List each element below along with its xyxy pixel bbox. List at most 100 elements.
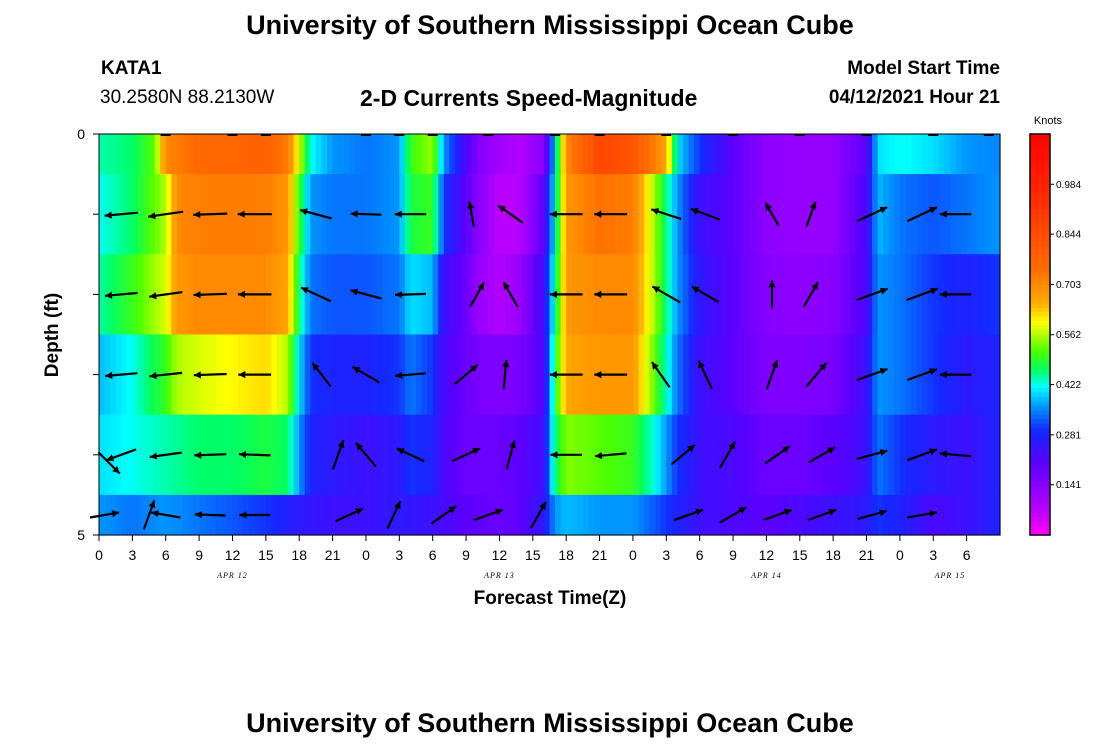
colorbar-segment: [1030, 183, 1050, 189]
heatmap-cell: [393, 134, 400, 175]
heatmap-cell: [699, 414, 706, 496]
heatmap-cell: [271, 254, 278, 336]
colorbar-segment: [1030, 285, 1050, 291]
heatmap-cell: [955, 494, 962, 536]
heatmap-cell: [799, 174, 806, 255]
colorbar-segment: [1030, 232, 1050, 238]
colorbar-segment: [1030, 436, 1050, 443]
heatmap-cell: [354, 134, 361, 175]
heatmap-cell: [449, 334, 456, 416]
heatmap-cell: [104, 134, 111, 175]
current-vector: [768, 280, 776, 309]
heatmap-cell: [760, 414, 768, 496]
current-vector: [497, 204, 524, 224]
x-tick-label: 9: [462, 547, 470, 563]
current-vector: [764, 202, 780, 227]
heatmap-cell: [899, 414, 907, 496]
heatmap-cell: [721, 174, 729, 255]
heatmap-cell: [388, 174, 395, 255]
x-tick-label: 12: [225, 547, 241, 563]
heatmap-cell: [187, 494, 195, 536]
heatmap-cell: [516, 494, 523, 536]
colorbar-segment: [1030, 134, 1050, 140]
heatmap-cell: [143, 254, 150, 336]
heatmap-cell: [710, 134, 717, 175]
colorbar-segment: [1030, 459, 1050, 465]
heatmap-cell: [137, 414, 145, 496]
heatmap-cell: [282, 174, 289, 255]
heatmap-cell: [988, 494, 996, 536]
x-tick-label: 3: [929, 547, 937, 563]
heatmap-cell: [677, 254, 684, 336]
heatmap-cell: [593, 494, 601, 536]
heatmap-cell: [671, 254, 679, 336]
heatmap-cell: [694, 174, 701, 255]
heatmap-cell: [365, 414, 373, 496]
x-tick-label: 18: [558, 547, 574, 563]
heatmap-cell: [299, 254, 306, 336]
heatmap-cell: [315, 494, 323, 536]
colorbar-segment: [1030, 512, 1050, 518]
heatmap-cell: [477, 254, 484, 336]
heatmap-cell: [543, 174, 551, 255]
date-label: APR 13: [483, 571, 515, 580]
heatmap-cell: [716, 254, 723, 336]
heatmap-cell: [694, 334, 701, 416]
heatmap-cell: [471, 134, 478, 175]
heatmap-cell: [488, 134, 495, 175]
heatmap-cell: [588, 494, 595, 536]
heatmap-cell: [721, 254, 729, 336]
x-tick-label: 9: [195, 547, 203, 563]
heatmap-cell: [671, 134, 679, 175]
heatmap-cell: [532, 134, 539, 175]
current-vector-head: [698, 360, 705, 369]
heatmap-cell: [655, 334, 662, 416]
heatmap-cell: [171, 174, 178, 255]
heatmap-cell: [454, 134, 462, 175]
heatmap-cell: [949, 494, 957, 536]
heatmap-cell: [794, 334, 801, 416]
heatmap-cell: [849, 334, 856, 416]
heatmap-cell: [232, 174, 239, 255]
heatmap-cell: [644, 414, 651, 496]
heatmap-cell: [705, 134, 712, 175]
x-tick-label: 0: [896, 547, 904, 563]
current-vector-head: [549, 290, 557, 298]
current-vector: [350, 210, 382, 218]
heatmap-cell: [271, 134, 278, 175]
heatmap-cell: [304, 494, 311, 536]
heatmap-cell: [849, 254, 856, 336]
colorbar-segment: [1030, 307, 1050, 313]
heatmap-cell: [822, 134, 829, 175]
heatmap-cell: [660, 414, 667, 496]
heatmap-cell: [860, 134, 868, 175]
heatmap-cell: [933, 134, 940, 175]
current-vector-head: [112, 466, 120, 474]
colorbar-segment: [1030, 356, 1050, 362]
plot-frame: [98, 133, 1001, 536]
heatmap-cell: [176, 134, 184, 175]
colorbar-segment: [1030, 263, 1050, 269]
heatmap-cell: [588, 414, 595, 496]
heatmap-cell: [627, 494, 634, 536]
heatmap-cell: [682, 254, 690, 336]
x-tick-label: 15: [792, 547, 808, 563]
page-title: University of Southern Mississippi Ocean…: [246, 10, 854, 40]
heatmap-cell: [182, 334, 189, 416]
heatmap-cell: [749, 494, 756, 536]
current-vector-head: [811, 282, 818, 290]
current-vector-head: [300, 208, 308, 216]
current-vector: [151, 510, 181, 519]
heatmap-cell: [827, 254, 834, 336]
current-vector-head: [651, 362, 659, 370]
heatmap-cell: [527, 134, 534, 175]
heatmap-cell: [844, 494, 851, 536]
heatmap-cell: [471, 494, 478, 536]
heatmap-cell: [983, 334, 990, 416]
heatmap-cell: [810, 414, 818, 496]
heatmap-cell: [844, 414, 851, 496]
heatmap-cell: [877, 174, 884, 255]
heatmap-cell: [899, 174, 907, 255]
heatmap-cell: [571, 494, 578, 536]
heatmap-cell: [271, 334, 278, 416]
